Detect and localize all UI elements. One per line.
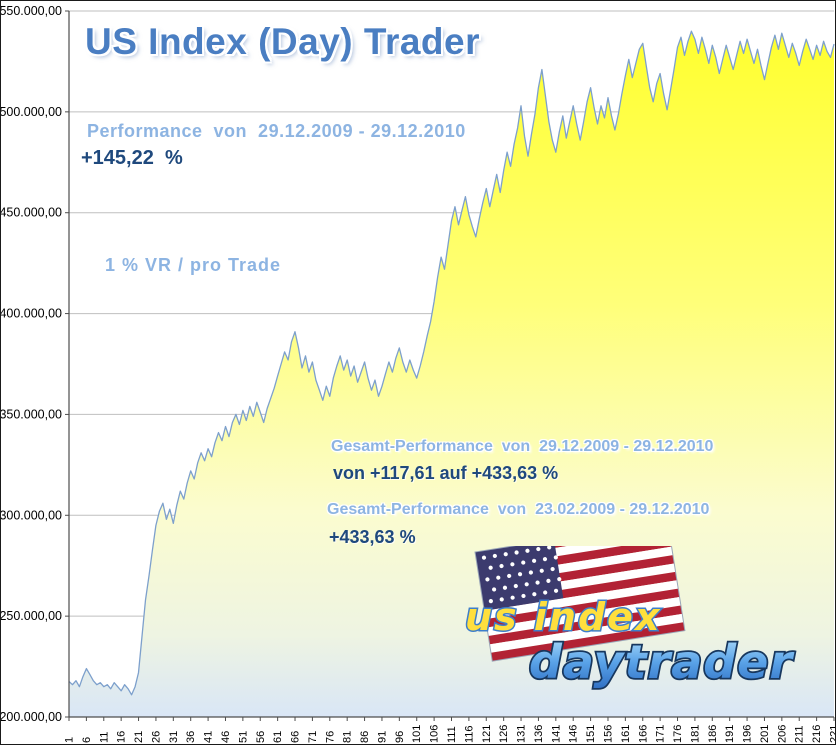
svg-text:151: 151 [585,725,597,743]
svg-text:211: 211 [794,725,806,743]
svg-text:156: 156 [603,725,615,743]
svg-text:76: 76 [324,731,336,743]
svg-text:16: 16 [116,731,128,743]
svg-text:96: 96 [394,731,406,743]
svg-text:350.000,00: 350.000,00 [1,407,62,421]
svg-text:196: 196 [742,725,754,743]
logo-text-us-index: us index [465,595,661,639]
performance-value: +145,22 % [81,147,183,169]
svg-text:171: 171 [655,725,667,743]
svg-text:86: 86 [359,731,371,743]
svg-text:141: 141 [550,725,562,743]
svg-text:71: 71 [307,731,319,743]
svg-text:131: 131 [516,725,528,743]
risk-per-trade-label: 1 % VR / pro Trade [105,255,282,275]
svg-text:221: 221 [829,725,836,743]
svg-text:216: 216 [811,725,823,743]
svg-text:46: 46 [220,731,232,743]
svg-text:121: 121 [481,725,493,743]
svg-text:550.000,00: 550.000,00 [1,4,62,18]
svg-text:101: 101 [411,725,423,743]
axes [65,10,835,721]
svg-text:166: 166 [637,725,649,743]
svg-text:146: 146 [568,725,580,743]
svg-text:81: 81 [342,731,354,743]
svg-text:161: 161 [620,725,632,743]
us-flag-icon [474,546,686,662]
svg-text:41: 41 [203,731,215,743]
svg-text:300.000,00: 300.000,00 [1,508,62,522]
svg-text:21: 21 [133,731,145,743]
svg-text:26: 26 [150,731,162,743]
svg-text:500.000,00: 500.000,00 [1,105,62,119]
total-performance-period2-value: +433,63 % [329,527,416,547]
svg-text:31: 31 [168,731,180,743]
svg-text:201: 201 [759,725,771,743]
page-title: US Index (Day) Trader [85,21,481,62]
svg-text:206: 206 [776,725,788,743]
svg-text:126: 126 [498,725,510,743]
performance-period-label: Performance von 29.12.2009 - 29.12.2010 [87,121,466,141]
svg-text:400.000,00: 400.000,00 [1,307,62,321]
axis-tick-labels: 550.000,00 500.000,00 450.000,00 400.000,00… [1,4,836,743]
svg-text:106: 106 [429,725,441,743]
svg-text:61: 61 [272,731,284,743]
svg-text:11: 11 [98,732,110,743]
svg-text:450.000,00: 450.000,00 [1,206,62,220]
svg-text:51: 51 [237,731,249,743]
svg-text:1: 1 [64,737,76,743]
svg-text:136: 136 [533,725,545,743]
us-index-daytrader-logo: us index daytrader [464,546,796,691]
svg-text:111: 111 [446,726,458,743]
total-performance-period1-label: Gesamt-Performance von 29.12.2009 - 29.1… [331,438,714,455]
total-performance-period1-value: von +117,61 auf +433,63 % [333,463,559,483]
svg-text:6: 6 [81,737,93,743]
svg-text:186: 186 [707,725,719,743]
svg-text:36: 36 [185,731,197,743]
svg-text:250.000,00: 250.000,00 [1,609,62,623]
svg-text:116: 116 [463,725,475,743]
svg-text:91: 91 [377,731,389,743]
total-performance-period2-label: Gesamt-Performance von 23.02.2009 - 29.1… [327,501,710,518]
svg-text:56: 56 [255,731,267,743]
svg-text:200.000,00: 200.000,00 [1,710,62,724]
svg-text:66: 66 [290,731,302,743]
svg-text:176: 176 [672,725,684,743]
svg-text:191: 191 [724,725,736,743]
logo-text-daytrader: daytrader [529,635,795,689]
svg-text:181: 181 [689,725,701,743]
